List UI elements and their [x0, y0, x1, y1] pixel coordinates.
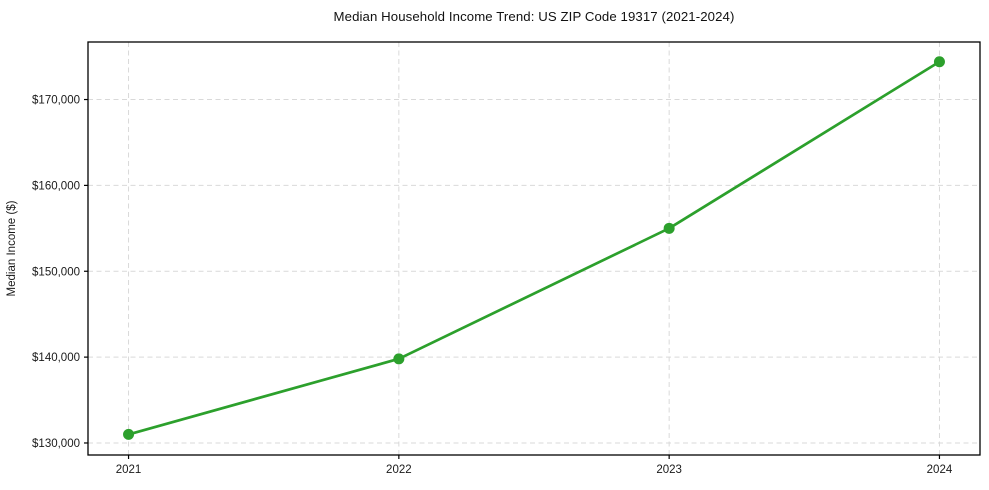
data-point-2022: [393, 353, 405, 365]
y-tick-label: $150,000: [32, 266, 80, 278]
x-tick-label: 2021: [116, 464, 142, 476]
x-tick-label: 2023: [656, 464, 682, 476]
trend-line: [127, 60, 941, 436]
plot-border: [87, 41, 981, 456]
x-tick-label: 2024: [927, 464, 953, 476]
y-axis-label: Median Income ($): [6, 200, 18, 296]
data-point-2024: [933, 56, 945, 68]
chart-title: Median Household Income Trend: US ZIP Co…: [333, 9, 735, 24]
y-tick-label: $130,000: [32, 438, 80, 450]
y-tick-label: $160,000: [32, 180, 80, 192]
data-point-2023: [663, 222, 675, 234]
data-point-2021: [123, 428, 135, 440]
y-tick-label: $170,000: [32, 95, 80, 107]
y-tick-label: $140,000: [32, 352, 80, 364]
x-tick-label: 2022: [386, 464, 412, 476]
